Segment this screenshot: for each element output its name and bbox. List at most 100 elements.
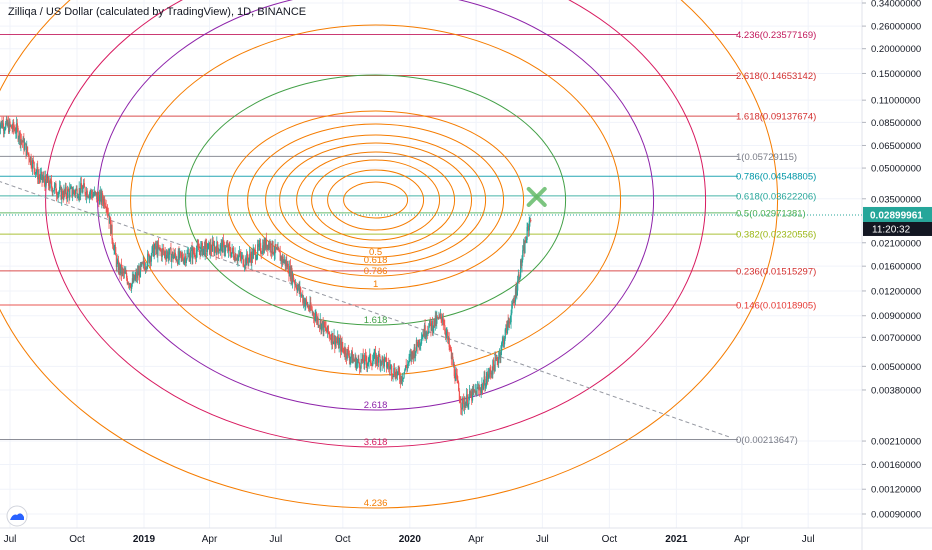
bar-countdown: 11:20:32 xyxy=(872,224,911,235)
candle-body xyxy=(206,242,208,253)
candle-body xyxy=(415,350,417,357)
candle-body xyxy=(433,318,435,329)
candle-body xyxy=(55,183,57,194)
candle-body xyxy=(354,356,356,362)
candle-body xyxy=(105,206,107,209)
candle-body xyxy=(325,327,327,331)
candle-body xyxy=(97,193,99,198)
candle-body xyxy=(83,183,85,188)
candle-body xyxy=(203,246,206,256)
candle-body xyxy=(399,372,401,380)
tradingview-logo[interactable] xyxy=(6,505,28,527)
candle-body xyxy=(4,129,6,131)
time-axis-label: Jul xyxy=(269,534,282,545)
candle-body xyxy=(313,317,316,321)
candle-body xyxy=(121,268,123,275)
candle-body xyxy=(63,189,65,199)
candle-body xyxy=(420,343,422,345)
candle-body xyxy=(407,364,409,369)
candle-body xyxy=(224,251,226,253)
candle-body xyxy=(124,271,126,274)
candle-body xyxy=(46,180,48,183)
candle-body xyxy=(271,241,273,253)
candle-body xyxy=(346,349,348,359)
candle-body xyxy=(193,253,195,254)
candle-body xyxy=(356,363,358,369)
candle-body xyxy=(257,244,260,247)
candle-body xyxy=(430,323,432,331)
candle-body xyxy=(500,351,502,357)
candle-body xyxy=(526,227,528,240)
candle-body xyxy=(226,245,228,247)
candle-body xyxy=(144,265,146,270)
candle-body xyxy=(31,165,33,169)
candle-body xyxy=(73,189,75,192)
candle-body xyxy=(343,352,345,355)
candle-body xyxy=(77,197,79,199)
candle-body xyxy=(372,361,374,366)
candle-body xyxy=(295,284,297,289)
candle-body xyxy=(410,353,412,360)
fib-level-label: 0.146(0.01018905) xyxy=(736,301,816,312)
candle-body xyxy=(182,259,185,263)
candle-body xyxy=(260,252,262,254)
price-axis-label: 0.00210000 xyxy=(871,437,921,448)
time-axis-label: 2019 xyxy=(133,534,156,545)
candle-body xyxy=(174,252,176,257)
candle-body xyxy=(167,252,169,259)
candle-body xyxy=(456,374,458,380)
candle-body xyxy=(169,248,171,250)
candle-body xyxy=(168,248,171,255)
candle-body xyxy=(284,259,286,262)
candle-body xyxy=(493,360,495,366)
candle-body xyxy=(515,288,517,296)
candle-body xyxy=(27,152,29,155)
candle-body xyxy=(439,315,441,317)
candle-body xyxy=(122,268,124,271)
candle-body xyxy=(293,281,295,282)
candle-body xyxy=(485,378,487,387)
candle-body xyxy=(45,175,48,181)
candle-body xyxy=(395,371,397,379)
candle-body xyxy=(223,242,225,253)
fib-circle xyxy=(279,142,473,258)
candle-body xyxy=(21,139,23,142)
candle-body xyxy=(37,166,39,180)
candle-body xyxy=(394,368,396,376)
candle-body xyxy=(175,256,177,261)
candle-body xyxy=(138,269,140,276)
candle-body xyxy=(127,283,129,284)
candle-body xyxy=(96,193,99,200)
candle-body xyxy=(363,362,365,365)
candle-body xyxy=(321,323,323,331)
candle-body xyxy=(183,258,185,263)
candle-body xyxy=(98,197,100,205)
price-axis[interactable]: 0.34000000 0.26000000 0.20000000 0.15000000… xyxy=(862,0,921,521)
candle-body xyxy=(227,245,229,252)
candle-body xyxy=(30,157,32,166)
candle-body xyxy=(135,273,137,277)
candle-body xyxy=(490,372,493,375)
candle-body xyxy=(217,248,219,253)
candle-body xyxy=(142,262,144,264)
fib-retracement-levels xyxy=(0,34,738,441)
fib-circle-label: 0.5 xyxy=(369,247,382,258)
candle-body xyxy=(408,356,410,363)
candle-body xyxy=(444,325,446,331)
candle-body xyxy=(519,277,521,280)
candle-body xyxy=(85,193,87,197)
candle-body xyxy=(170,248,172,262)
candle-body xyxy=(479,387,481,391)
candle-body xyxy=(469,391,471,397)
candle-body xyxy=(221,242,223,253)
fib-circles xyxy=(0,0,778,509)
candle-body xyxy=(265,238,267,249)
candle-body xyxy=(318,325,320,327)
price-axis-label: 0.00700000 xyxy=(871,333,921,344)
candle-body xyxy=(192,248,194,259)
time-axis[interactable]: Jul Oct 2019 Apr Jul Oct 2020 Apr Jul Oct 2021 Apr J… xyxy=(4,534,815,545)
candle-body xyxy=(355,356,357,369)
candle-body xyxy=(479,390,482,393)
candle-body xyxy=(327,325,329,333)
